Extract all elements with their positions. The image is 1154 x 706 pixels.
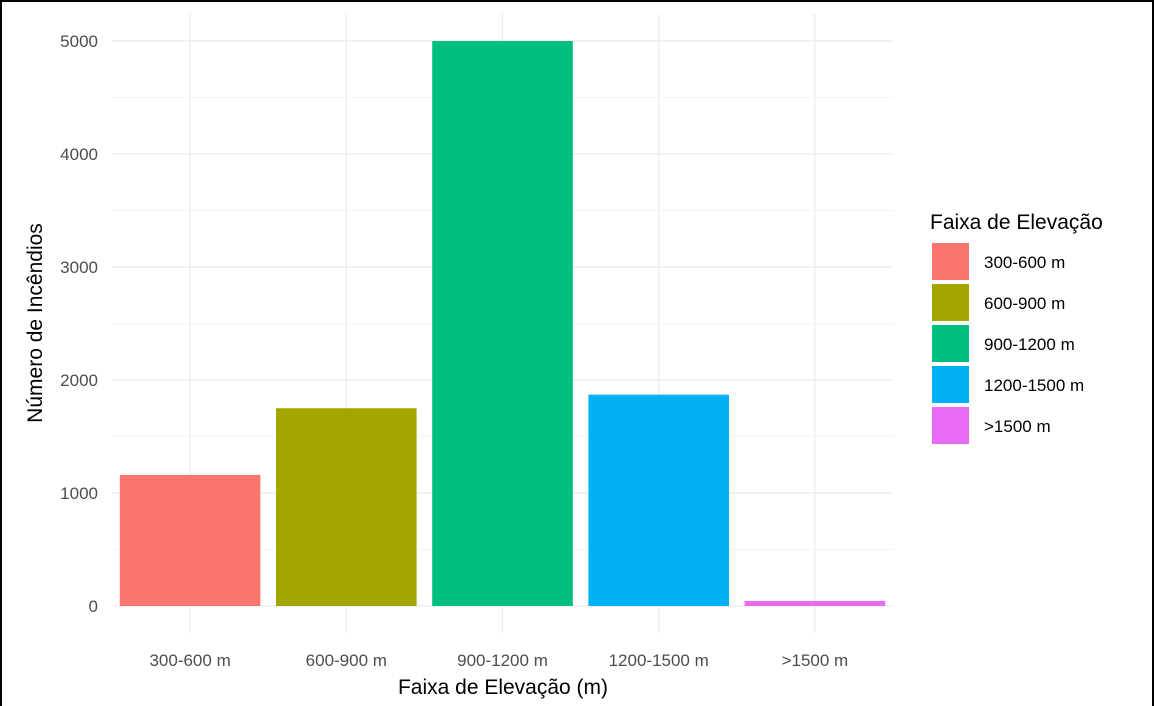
x-tick-label: 600-900 m [306,651,387,670]
y-tick-label: 2000 [60,371,98,390]
legend-item: 1200-1500 m [932,366,1084,403]
bar-0 [119,474,261,606]
legend-swatch [932,284,969,321]
y-tick-label: 0 [89,597,98,616]
legend: Faixa de Elevação 300-600 m 600-900 m 900-… [930,211,1103,444]
y-tick-label: 4000 [60,145,98,164]
y-tick-label: 3000 [60,258,98,277]
legend-item: >1500 m [932,407,1051,444]
bar-3 [588,394,729,606]
bar-2 [432,41,573,606]
x-tick-label: 1200-1500 m [609,651,709,670]
legend-swatch [932,366,969,403]
legend-label: >1500 m [984,417,1051,436]
bars [119,41,886,606]
y-axis-title: Número de Incêndios [24,223,47,423]
legend-items: 300-600 m 600-900 m 900-1200 m 1200-1500 m >… [932,243,1084,444]
legend-item: 900-1200 m [932,325,1075,362]
bar-4 [744,600,886,606]
legend-item: 600-900 m [932,284,1065,321]
legend-swatch [932,407,969,444]
legend-label: 1200-1500 m [984,376,1084,395]
y-tick-label: 5000 [60,32,98,51]
legend-label: 600-900 m [984,294,1065,313]
legend-label: 900-1200 m [984,335,1075,354]
x-tick-label: 900-1200 m [457,651,548,670]
x-tick-label: 300-600 m [149,651,230,670]
legend-swatch [932,325,969,362]
legend-title: Faixa de Elevação [930,211,1103,234]
x-axis-title: Faixa de Elevação (m) [398,676,608,699]
x-tick-label: >1500 m [782,651,849,670]
y-tick-label: 1000 [60,484,98,503]
y-tick-labels: 0 1000 2000 3000 4000 5000 [60,32,98,616]
bar-1 [276,408,417,606]
legend-item: 300-600 m [932,243,1065,280]
x-tick-labels: 300-600 m 600-900 m 900-1200 m 1200-1500 m >… [149,651,848,670]
legend-label: 300-600 m [984,253,1065,272]
legend-swatch [932,243,969,280]
